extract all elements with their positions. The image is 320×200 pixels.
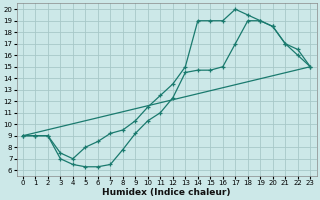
- X-axis label: Humidex (Indice chaleur): Humidex (Indice chaleur): [102, 188, 231, 197]
